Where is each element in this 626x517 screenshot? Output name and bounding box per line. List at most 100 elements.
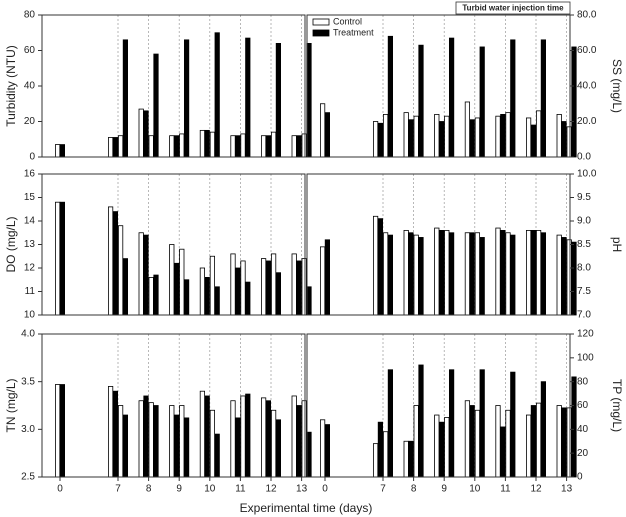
bar — [324, 239, 331, 316]
bar — [372, 121, 379, 158]
y-tick-label: 100 — [577, 352, 594, 363]
bar — [408, 232, 414, 316]
y-tick-label: 40 — [577, 424, 589, 435]
x-tick-label: 11 — [235, 484, 246, 495]
bar — [536, 402, 542, 478]
bar — [377, 122, 384, 158]
bar — [138, 232, 144, 316]
bar — [474, 409, 481, 478]
legend-label: Treatment — [333, 27, 374, 37]
bar — [438, 121, 445, 158]
y-axis-title: pH — [610, 237, 624, 252]
x-tick-label: 10 — [469, 484, 481, 495]
bar — [556, 234, 562, 316]
bar — [118, 405, 124, 478]
bar — [505, 112, 511, 158]
bar — [434, 114, 440, 158]
bar — [245, 393, 251, 478]
bar — [108, 386, 114, 478]
bar — [265, 400, 272, 478]
bar — [122, 39, 128, 158]
bar — [444, 417, 450, 478]
bar — [112, 137, 118, 158]
bar — [438, 421, 445, 478]
bar — [464, 232, 471, 316]
bar — [561, 237, 567, 316]
y-axis-title: SS (mg/L) — [610, 59, 624, 113]
x-tick-label: 9 — [176, 484, 182, 495]
bar — [265, 135, 272, 158]
y-tick-label: 7.0 — [577, 310, 591, 321]
bar — [413, 234, 419, 316]
bar — [122, 258, 128, 316]
bar — [403, 229, 409, 316]
y-tick-label: 8.0 — [577, 263, 591, 274]
bar — [505, 232, 511, 316]
y-tick-label: 4.0 — [21, 329, 35, 340]
bar — [495, 405, 501, 478]
bar — [510, 234, 516, 316]
bar — [495, 227, 501, 316]
bar — [324, 424, 331, 478]
y-tick-label: 40.0 — [577, 81, 597, 92]
bar — [377, 218, 384, 316]
y-tick-label: 13 — [24, 239, 36, 250]
bar — [265, 260, 272, 316]
x-tick-label: 7 — [115, 484, 121, 495]
x-tick-label: 0 — [57, 484, 63, 495]
bar — [275, 272, 282, 316]
bar — [540, 381, 547, 478]
bar — [153, 405, 159, 478]
y-tick-label: 3.0 — [21, 424, 35, 435]
x-axis-title: Experimental time (days) — [240, 501, 373, 515]
bar — [434, 414, 440, 478]
y-tick-label: 0 — [29, 152, 35, 163]
bar — [122, 414, 128, 478]
bar — [59, 384, 66, 478]
bar — [59, 144, 66, 158]
y-axis-title: Turbidity (NTU) — [4, 45, 18, 127]
bar — [260, 397, 267, 478]
y-tick-label: 8.5 — [577, 239, 591, 250]
bar — [173, 414, 180, 478]
bar — [260, 258, 267, 316]
bar — [448, 369, 455, 478]
y-axis-title: TN (mg/L) — [4, 378, 18, 432]
bar — [153, 274, 159, 316]
y-tick-label: 60 — [577, 400, 589, 411]
bar — [561, 121, 567, 158]
bar — [382, 114, 389, 158]
bar — [275, 419, 282, 478]
bar — [566, 126, 572, 158]
bar — [199, 129, 205, 158]
bar — [479, 237, 485, 316]
y-tick-label: 120 — [577, 329, 594, 340]
bar — [301, 258, 307, 316]
x-tick-label: 13 — [296, 484, 308, 495]
bar — [235, 267, 241, 316]
bar — [153, 53, 159, 158]
bar — [571, 376, 577, 478]
bar — [183, 417, 190, 478]
bar — [530, 405, 537, 478]
bar — [240, 260, 246, 316]
x-tick-label: 9 — [441, 484, 447, 495]
bar — [500, 426, 506, 478]
bar — [214, 286, 220, 316]
bar — [408, 119, 414, 158]
bar — [118, 135, 124, 158]
bar — [413, 115, 419, 158]
bar — [438, 229, 445, 316]
y-tick-label: 0 — [577, 472, 583, 483]
annotation: Turbid water injection time — [462, 4, 564, 13]
bar — [505, 409, 511, 478]
bar — [469, 119, 475, 158]
bar — [418, 44, 424, 158]
bar — [169, 405, 175, 478]
bar — [469, 232, 475, 316]
legend-label: Control — [333, 16, 362, 26]
bar — [540, 39, 547, 158]
bar — [474, 117, 481, 158]
bar — [464, 400, 471, 478]
y-tick-label: 2.5 — [21, 472, 35, 483]
